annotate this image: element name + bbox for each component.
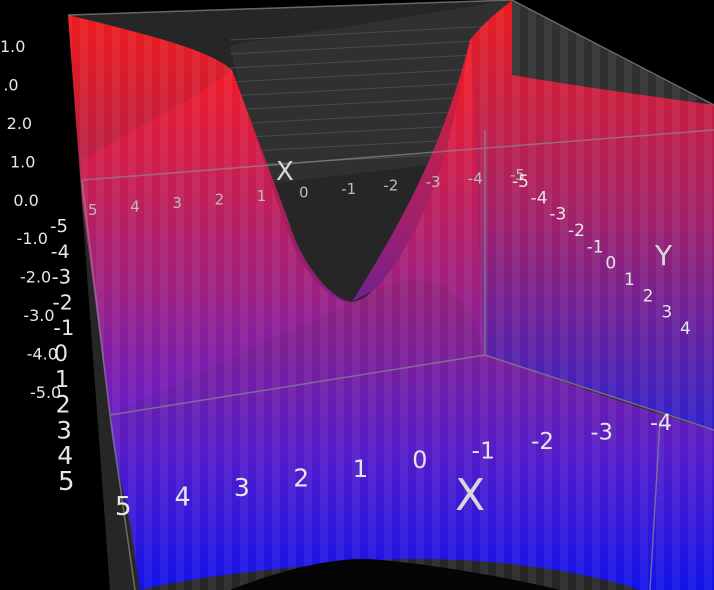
left-tick-label: 5 [58, 467, 75, 497]
x-back-tick-label: -1 [341, 180, 356, 198]
y-tick-label: 3 [661, 303, 672, 323]
x-tick-label: 5 [115, 492, 132, 522]
wall-gridline [229, 52, 513, 69]
x-back-tick-label: 3 [172, 194, 182, 212]
wall-gridline [229, 38, 513, 55]
box-edges [67, 0, 714, 590]
z-tick-label: 1.0 [10, 152, 35, 171]
x-tick-label: 4 [174, 483, 190, 513]
wall-gridline [229, 24, 513, 41]
x-tick-label: -4 [650, 411, 672, 436]
y-tick-label: 0 [605, 254, 616, 274]
y-tick-label: -1 [587, 237, 604, 257]
x-tick-label: 3 [234, 473, 250, 502]
z-tick-label: 0.0 [13, 191, 38, 210]
x-tick-label: 2 [293, 464, 309, 493]
z-tick-label: 2.0 [7, 114, 32, 133]
z-axis-ticks: 1.0 .0 2.0 1.0 0.0 -1.0 -2.0 -3.0 -4.0 -5.0 [0, 37, 61, 402]
surface-stripes [68, 0, 714, 590]
x-tick-label: -3 [591, 419, 613, 445]
x-tick-label: 0 [412, 446, 427, 474]
left-tick-label: -4 [51, 242, 70, 263]
x-tick-label: -1 [472, 436, 495, 464]
x-axis-back-label: X [276, 157, 294, 187]
left-tick-label: 1 [55, 367, 70, 393]
y-tick-label: 1 [624, 270, 635, 290]
left-tick-label: 4 [57, 441, 73, 470]
left-tick-label: 2 [56, 391, 71, 419]
y-axis-label: Y [654, 239, 673, 272]
y-tick-label: -4 [531, 188, 548, 208]
left-tick-label: -3 [52, 266, 72, 289]
x-back-tick-label: -3 [426, 173, 441, 191]
y-tick-label: -3 [549, 205, 566, 225]
x-back-tick-label: 5 [88, 201, 98, 219]
x-back-tick-label: -5 [510, 166, 525, 184]
x-axis-back-ticks: 5 4 3 2 1 0 -1 -2 -3 -4 -5 [88, 166, 525, 219]
x-tick-label: -2 [531, 429, 554, 455]
left-tick-label: -5 [50, 216, 68, 237]
z-tick-label: -5.0 [30, 383, 61, 402]
surface-dip [230, 559, 560, 590]
x-back-tick-label: -2 [383, 177, 398, 195]
left-tick-label: -2 [52, 290, 72, 314]
x-axis-label: X [455, 470, 485, 521]
x-back-tick-label: 2 [215, 191, 225, 209]
z-tick-label: 1.0 [0, 37, 25, 56]
x-back-tick-label: -4 [468, 170, 483, 188]
x-back-tick-label: 0 [299, 184, 309, 202]
z-tick-label: -4.0 [27, 345, 58, 364]
left-tick-label: 0 [54, 342, 68, 367]
z-tick-label: -3.0 [23, 306, 54, 325]
y-tick-label: -5 [512, 172, 529, 192]
y-tick-label: 2 [643, 286, 654, 306]
z-tick-label: .0 [3, 75, 18, 94]
left-tick-label: 3 [56, 415, 72, 444]
left-tick-label: -1 [53, 315, 74, 340]
x-tick-label: 1 [353, 455, 368, 483]
y-tick-label: -2 [568, 221, 585, 241]
z-tick-label: -1.0 [17, 229, 48, 248]
x-back-tick-label: 1 [257, 187, 267, 205]
z-tick-label: -2.0 [20, 268, 51, 287]
x-axis-front-ticks: 5 4 3 2 1 0 -1 -2 -3 -4 [115, 411, 672, 522]
x-back-tick-label: 4 [130, 198, 140, 216]
y-tick-label: 4 [680, 319, 691, 339]
